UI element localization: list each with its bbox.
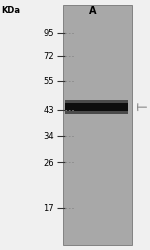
Bar: [65, 104, 128, 112]
Text: 43: 43: [43, 106, 54, 114]
Bar: [63, 6, 132, 245]
Text: A: A: [89, 6, 97, 16]
Text: 17: 17: [43, 204, 54, 212]
Text: 95: 95: [44, 29, 54, 38]
Text: 55: 55: [44, 77, 54, 86]
Text: 34: 34: [43, 132, 54, 141]
Bar: [65, 101, 128, 114]
Text: 72: 72: [43, 52, 54, 61]
Text: 26: 26: [43, 158, 54, 167]
Text: KDa: KDa: [2, 6, 21, 15]
